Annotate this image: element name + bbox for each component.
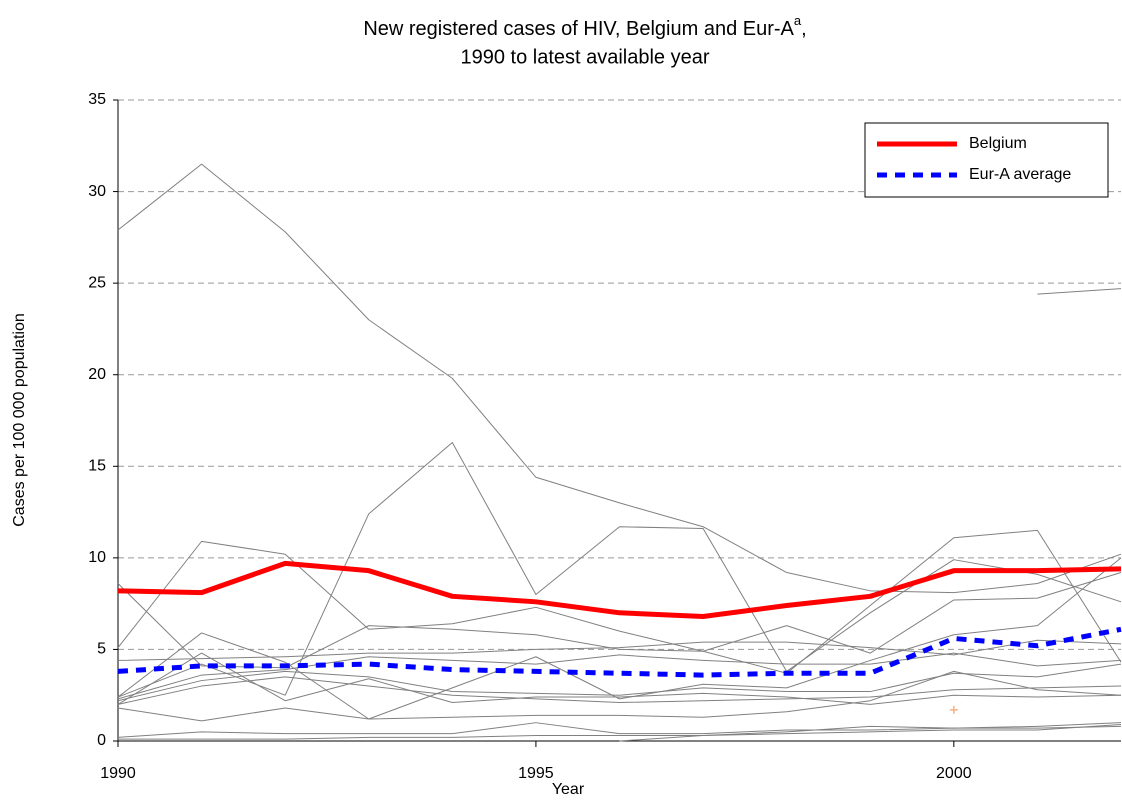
x-tick-label: 2000 (936, 765, 972, 782)
y-tick-label: 35 (88, 91, 106, 108)
background-line (117, 676, 1122, 705)
y-tick-label: 30 (88, 183, 106, 200)
background-line (117, 652, 1122, 700)
background-line (117, 670, 1122, 722)
chart-title: New registered cases of HIV, Belgium and… (363, 13, 806, 40)
background-line (117, 639, 1122, 661)
y-tick-label: 15 (88, 458, 106, 475)
y-axis-label: Cases per 100 000 population (11, 313, 28, 527)
background-line (117, 441, 1122, 698)
y-tick-label: 25 (88, 274, 106, 291)
title-superscript: a (794, 13, 802, 28)
title-text: New registered cases of HIV, Belgium and… (363, 18, 794, 40)
y-tick-label: 10 (88, 549, 106, 566)
background-line (117, 163, 1122, 594)
legend-box (864, 122, 1109, 198)
y-tick-label: 20 (88, 366, 106, 383)
x-axis-label: Year (552, 781, 585, 798)
chart-subtitle: 1990 to latest available year (460, 46, 709, 68)
title-end: , (801, 18, 807, 40)
background-line (117, 529, 1122, 674)
legend-label: Eur-A average (969, 166, 1071, 183)
background-line (117, 557, 1122, 720)
background-line (118, 724, 1122, 740)
x-tick-label: 1990 (100, 765, 136, 782)
y-tick-label: 0 (97, 732, 106, 749)
x-tick-label: 1995 (518, 765, 554, 782)
background-line (117, 663, 1122, 702)
y-tick-label: 5 (97, 641, 106, 658)
background-line (619, 725, 1122, 742)
background-line (117, 652, 1122, 705)
series-line (117, 626, 1122, 678)
legend-label: Belgium (969, 135, 1027, 152)
background-line (1037, 288, 1122, 295)
background-line (117, 572, 1122, 669)
point-marker (949, 705, 958, 714)
series-line (117, 560, 1122, 619)
